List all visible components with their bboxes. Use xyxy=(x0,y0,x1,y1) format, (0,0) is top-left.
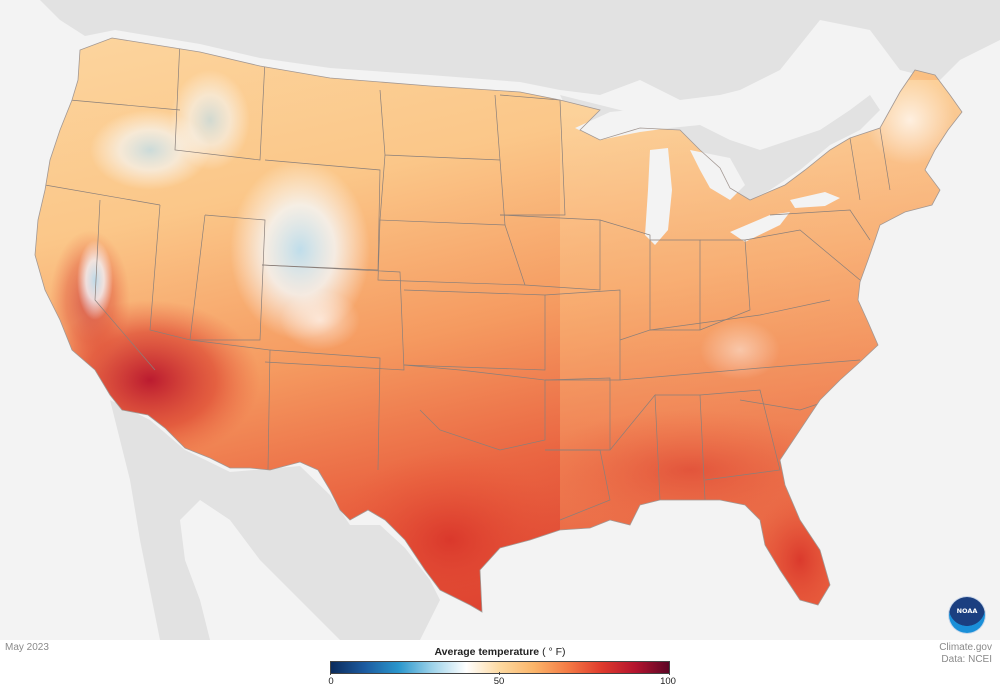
map-date: May 2023 xyxy=(5,642,49,653)
legend-max-label: 100 xyxy=(660,676,676,687)
mexico-landmass xyxy=(110,400,440,640)
legend-unit: ( ° F) xyxy=(542,646,566,658)
temperature-map xyxy=(0,0,1000,640)
lake-erie xyxy=(730,212,790,242)
state-borders xyxy=(44,39,891,521)
legend-tick-min xyxy=(330,672,331,675)
noaa-logo-icon: NOAA xyxy=(949,597,985,633)
credits: Climate.gov Data: NCEI xyxy=(939,642,992,666)
legend-title-text: Average temperature xyxy=(434,646,540,658)
legend-color-bar xyxy=(330,661,670,674)
lake-michigan xyxy=(645,148,672,245)
legend-tick-mid xyxy=(499,672,500,675)
map-svg xyxy=(0,0,1000,640)
lake-superior xyxy=(575,108,700,140)
legend-mid-label: 50 xyxy=(493,676,505,687)
credit-source: Data: NCEI xyxy=(941,654,992,665)
canada-landmass xyxy=(0,0,1000,100)
legend-title: Average temperature ( ° F) xyxy=(330,646,670,658)
legend-min-label: 0 xyxy=(328,676,334,687)
lake-huron xyxy=(690,150,745,200)
lake-ontario xyxy=(790,192,840,208)
noaa-logo-text: NOAA xyxy=(956,607,978,615)
credit-site: Climate.gov xyxy=(939,642,992,653)
legend-tick-max xyxy=(669,672,670,675)
